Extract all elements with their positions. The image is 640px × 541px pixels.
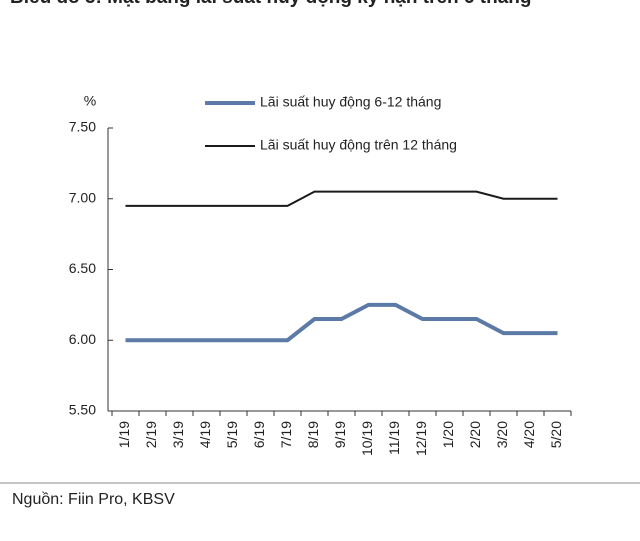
x-tick-label: 2/20 [467,421,483,448]
x-tick-label: 6/19 [251,421,267,448]
x-tick-label: 5/20 [548,421,564,448]
x-tick-label: 4/19 [197,421,213,448]
x-tick-label: 12/19 [413,421,429,456]
x-tick-label: 5/19 [224,421,240,448]
x-tick-label: 2/19 [143,421,159,448]
line-series [125,302,558,343]
x-tick-label: 10/19 [359,421,375,456]
y-axis-label: % [84,93,96,109]
line-series [125,190,558,207]
chart-title: Biểu đồ 5: Mặt bằng lãi suất huy động kỳ… [10,0,532,8]
x-tick-label: 8/19 [305,421,321,448]
y-tick-label: 7.50 [69,119,96,135]
x-tick-label: 9/19 [332,421,348,448]
x-tick-label: 3/19 [170,421,186,448]
x-tick-label: 1/19 [116,421,132,448]
y-tick-label: 6.50 [69,260,96,276]
y-tick-label: 6.00 [69,331,96,347]
source: Nguồn: Fiin Pro, KBSV [12,491,175,508]
x-tick-label: 3/20 [494,421,510,448]
legend-label: Lãi suất huy động 6-12 tháng [260,94,441,110]
x-tick-label: 7/19 [278,421,294,448]
y-tick-label: 7.00 [69,189,96,205]
legend-label: Lãi suất huy động trên 12 tháng [260,137,457,153]
y-tick-label: 5.50 [69,402,96,418]
x-tick-label: 11/19 [386,421,402,455]
x-tick-label: 1/20 [440,421,456,448]
x-tick-label: 4/20 [521,421,537,448]
